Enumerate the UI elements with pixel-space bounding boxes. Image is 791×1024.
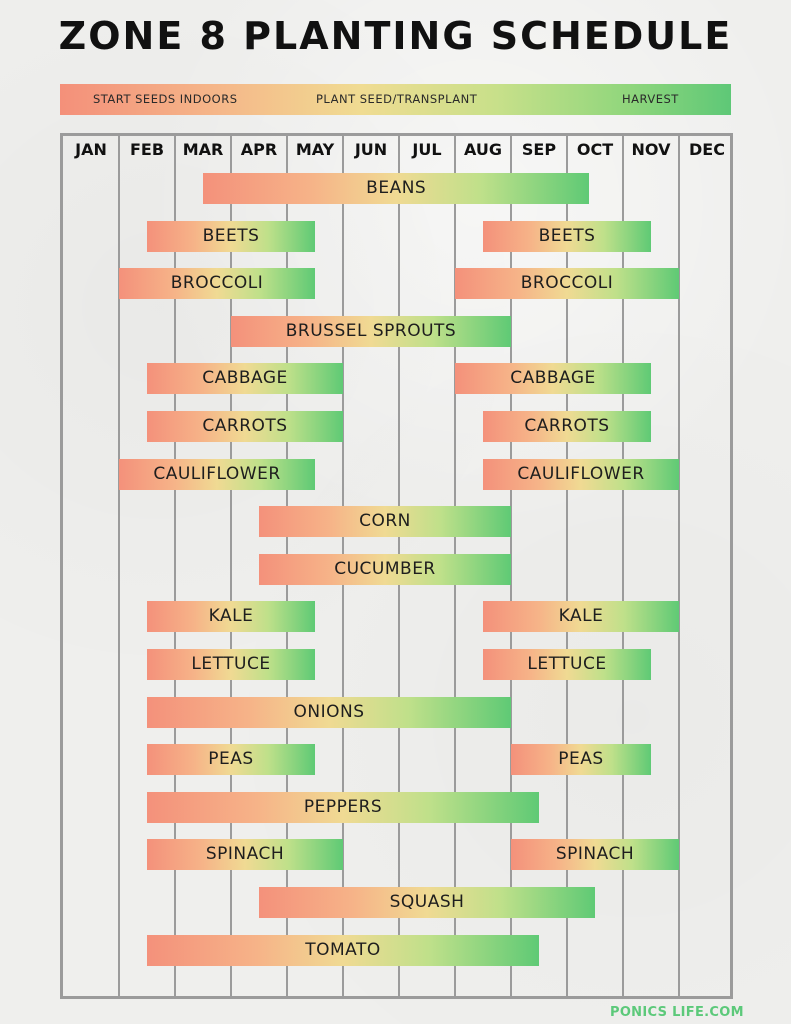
- brand-logo: PONICS LIFE.COM: [610, 1005, 744, 1020]
- gantt-bar: PEAS: [511, 744, 651, 776]
- gantt-bar: BRUSSEL SPROUTS: [231, 315, 511, 347]
- month-label: NOV: [631, 140, 671, 159]
- month-label: MAR: [182, 140, 224, 159]
- gantt-bar: KALE: [483, 601, 679, 633]
- month-label: SEP: [521, 140, 557, 159]
- grid-line: [230, 133, 232, 999]
- legend-start-label: START SEEDS INDOORS: [93, 92, 238, 106]
- grid-line: [566, 133, 568, 999]
- gantt-bar: PEPPERS: [147, 791, 539, 823]
- gantt-bar: BEANS: [203, 173, 590, 204]
- gantt-bar: BEETS: [483, 220, 651, 252]
- chart-grid: [60, 133, 733, 999]
- gantt-bar: ONIONS: [147, 696, 511, 728]
- month-label: JUN: [354, 140, 388, 159]
- gantt-bar: CUCUMBER: [259, 553, 511, 585]
- gantt-bar: CABBAGE: [147, 363, 343, 395]
- gantt-bar: SPINACH: [147, 839, 343, 871]
- month-label: MAY: [295, 140, 335, 159]
- month-label: FEB: [129, 140, 165, 159]
- gantt-bar: TOMATO: [147, 934, 539, 966]
- grid-line: [678, 133, 680, 999]
- month-label: APR: [240, 140, 278, 159]
- grid-line: [118, 133, 120, 999]
- gantt-bar: LETTUCE: [483, 649, 651, 680]
- gantt-bar: CABBAGE: [455, 363, 651, 395]
- gantt-bar: PEAS: [147, 744, 315, 776]
- gantt-bar: LETTUCE: [147, 649, 315, 680]
- month-label: OCT: [576, 140, 614, 159]
- gantt-bar: SPINACH: [511, 839, 679, 871]
- gantt-bar: CORN: [259, 506, 511, 538]
- legend-harvest-label: HARVEST: [622, 92, 679, 106]
- legend-plant-label: PLANT SEED/TRANSPLANT: [316, 92, 478, 106]
- month-label: JUL: [412, 140, 442, 159]
- gantt-bar: CARROTS: [483, 411, 651, 442]
- grid-line: [174, 133, 176, 999]
- month-label: AUG: [463, 140, 502, 159]
- gantt-bar: BEETS: [147, 220, 315, 252]
- gantt-bar: CARROTS: [147, 411, 343, 442]
- month-label: DEC: [689, 140, 725, 159]
- gantt-bar: BROCCOLI: [119, 268, 315, 300]
- gantt-bar: KALE: [147, 601, 315, 633]
- legend-bar: START SEEDS INDOORS PLANT SEED/TRANSPLAN…: [60, 84, 731, 115]
- gantt-bar: CAULIFLOWER: [483, 458, 679, 490]
- page-title: ZONE 8 PLANTING SCHEDULE: [58, 14, 733, 58]
- grid-line: [510, 133, 512, 999]
- grid-line: [622, 133, 624, 999]
- gantt-bar: CAULIFLOWER: [119, 458, 315, 490]
- gantt-bar: BROCCOLI: [455, 268, 679, 300]
- month-label: JAN: [75, 140, 107, 159]
- gantt-bar: SQUASH: [259, 887, 595, 918]
